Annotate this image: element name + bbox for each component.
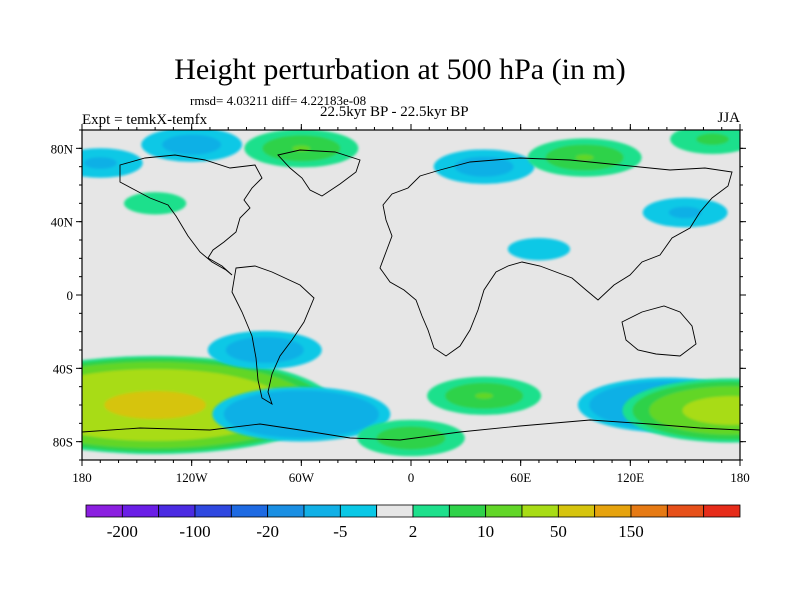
colorbar-box-9 [412, 504, 450, 518]
coast-antarctica [82, 419, 740, 441]
colorbar-label-3: -5 [333, 522, 347, 541]
colorbar-box-14 [594, 504, 632, 518]
colorbar-label-4: 2 [409, 522, 418, 541]
colorbar-box-6 [303, 504, 341, 518]
y-tick-label-1: 40N [51, 215, 74, 230]
x-tick-label-4: 60E [510, 470, 531, 485]
anomaly-8 [141, 130, 243, 162]
colorbar-box-17 [703, 504, 741, 518]
anomaly-4 [427, 376, 542, 415]
anomaly-15-level-0 [507, 238, 571, 261]
colorbar-label-6: 50 [550, 522, 567, 541]
anomaly-7-level-2 [292, 145, 311, 152]
anomaly-10-level-1 [454, 156, 514, 177]
colorbar-box-4 [230, 504, 269, 518]
period-label: 22.5kyr BP - 22.5kyr BP [320, 104, 469, 120]
colorbar-box-12 [521, 504, 559, 518]
colorbar-label-0: -200 [107, 522, 138, 541]
x-tick-label-3: 0 [408, 470, 415, 485]
colorbar-box-16 [666, 504, 705, 518]
anomaly-14-level-1 [696, 133, 730, 145]
anomaly-14 [670, 130, 740, 154]
anomaly-9-level-1 [83, 157, 117, 169]
x-tick-label-6: 180 [730, 470, 750, 485]
x-tick-label-5: 120E [617, 470, 645, 485]
experiment-label: Expt = temkX-temfx [82, 112, 208, 128]
colorbar-box-0 [85, 504, 123, 518]
anomaly-1 [207, 330, 322, 370]
anomaly-0-level-4 [104, 391, 206, 419]
axes: 180 120W 60W 0 60E 120E 180 80N 40N 0 40S 80S [51, 124, 750, 485]
x-tick-label-0: 180 [72, 470, 92, 485]
anomaly-13-level-0 [123, 192, 187, 215]
colorbar-label-2: -20 [256, 522, 279, 541]
colorbar-box-11 [485, 504, 523, 518]
coast-north-america [119, 154, 263, 276]
colorbar-box-8 [376, 504, 414, 518]
anomaly-12 [642, 197, 728, 228]
colorbar-box-15 [630, 504, 668, 518]
anomaly-10 [433, 149, 535, 184]
colorbar-box-1 [121, 504, 160, 518]
anomaly-13 [123, 192, 187, 215]
anomaly-4-level-2 [475, 392, 494, 399]
colorbar-box-13 [557, 504, 596, 518]
y-tick-label-0: 80N [51, 141, 74, 156]
coast-africa-eurasia [379, 157, 733, 357]
x-tick-label-1: 120W [176, 470, 209, 485]
y-tick-label-2: 0 [67, 288, 74, 303]
stats-text: rmsd= 4.03211 diff= 4.22183e-08 [190, 93, 367, 108]
anomaly-8-level-1 [162, 134, 222, 155]
anomaly-2-level-3 [223, 390, 379, 438]
anomaly-11-level-2 [575, 154, 594, 161]
colorbar-label-5: 10 [477, 522, 494, 541]
coast-australia [621, 305, 697, 357]
x-tick-label-2: 60W [289, 470, 315, 485]
anomaly-7 [244, 130, 359, 168]
anomaly-12-level-1 [668, 206, 702, 219]
colorbar-box-10 [448, 504, 487, 518]
anomaly-15 [507, 238, 571, 261]
anomaly-2 [212, 386, 391, 442]
colorbar-box-5 [267, 504, 305, 518]
coast-south-america [231, 265, 315, 406]
season-label: JJA [717, 110, 740, 126]
colorbar: -200 -100 -20 -5 2 10 50 150 [85, 504, 741, 541]
colorbar-label-7: 150 [618, 522, 644, 541]
anomaly-1-level-2 [225, 336, 304, 364]
colorbar-label-1: -100 [179, 522, 210, 541]
colorbar-box-7 [339, 504, 378, 518]
y-tick-label-3: 40S [53, 361, 73, 376]
colorbar-box-3 [194, 504, 232, 518]
chart-title: Height perturbation at 500 hPa (in m) [174, 53, 626, 86]
y-tick-label-4: 80S [53, 435, 73, 450]
anomaly-11 [527, 138, 642, 177]
colorbar-box-2 [158, 504, 196, 518]
anomaly-5-level-1 [376, 426, 446, 450]
anomaly-5 [357, 419, 465, 457]
coastlines [82, 149, 740, 441]
coast-greenland [277, 149, 361, 197]
anomaly-9 [82, 148, 143, 178]
anomaly-6-level-3 [682, 396, 740, 425]
